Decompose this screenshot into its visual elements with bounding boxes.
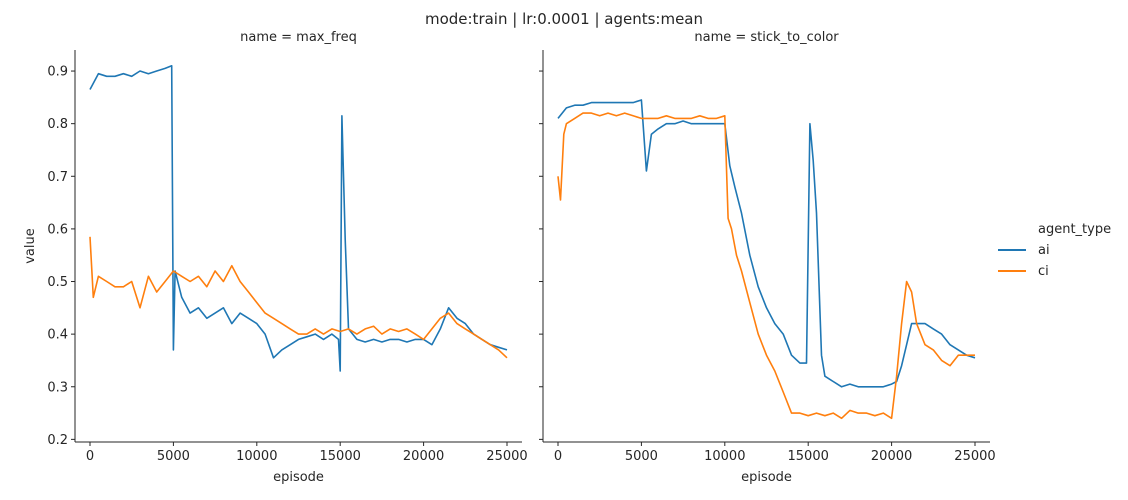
facet-panel-name-stick-to-color: 0 5000 10000 15000 20000 25000 name = stick_to…	[539, 30, 996, 485]
panel-title: name = stick_to_color	[694, 30, 839, 45]
facet-panel-name-max-freq: 0.2 0.3 0.4 0.5 0.6 0.7 0.8 0.9 0 5000 10000 15000 2…	[23, 30, 528, 485]
series-line-ci	[89, 236, 508, 359]
x-tick-label: 0	[554, 449, 562, 464]
y-tick-label: 0.5	[47, 275, 68, 290]
x-tick-label: 5000	[625, 449, 658, 464]
y-tick-label: 0.7	[47, 170, 68, 185]
series-line-ci	[557, 112, 975, 420]
x-axis-label: episode	[741, 470, 792, 485]
y-tick-label: 0.9	[47, 65, 68, 80]
y-tick-label: 0.3	[47, 380, 68, 395]
figure-suptitle: mode:train | lr:0.0001 | agents:mean	[425, 10, 703, 28]
facet-panels: 0.2 0.3 0.4 0.5 0.6 0.7 0.8 0.9 0 5000 10000 15000 2…	[23, 30, 996, 485]
x-tick-label: 20000	[403, 449, 444, 464]
series-line-ai	[557, 99, 976, 388]
legend-label-ai: ai	[1038, 243, 1050, 258]
y-tick-label: 0.8	[47, 117, 68, 132]
legend-title: agent_type	[1038, 222, 1111, 237]
x-tick-label: 15000	[788, 449, 829, 464]
x-tick-label: 15000	[320, 449, 361, 464]
y-tick-label: 0.4	[47, 328, 68, 343]
panel-title: name = max_freq	[240, 30, 357, 45]
x-tick-label: 25000	[486, 449, 527, 464]
x-tick-label: 10000	[704, 449, 745, 464]
x-tick-label: 0	[86, 449, 94, 464]
x-tick-label: 20000	[871, 449, 912, 464]
series-line-ai	[89, 65, 508, 372]
x-axis-label: episode	[273, 470, 324, 485]
x-tick-label: 25000	[954, 449, 995, 464]
y-axis-label: value	[23, 228, 38, 264]
y-tick-label: 0.2	[47, 433, 68, 448]
y-tick-label: 0.6	[47, 222, 68, 237]
legend-label-ci: ci	[1038, 264, 1049, 279]
x-tick-label: 5000	[157, 449, 190, 464]
x-tick-label: 10000	[236, 449, 277, 464]
